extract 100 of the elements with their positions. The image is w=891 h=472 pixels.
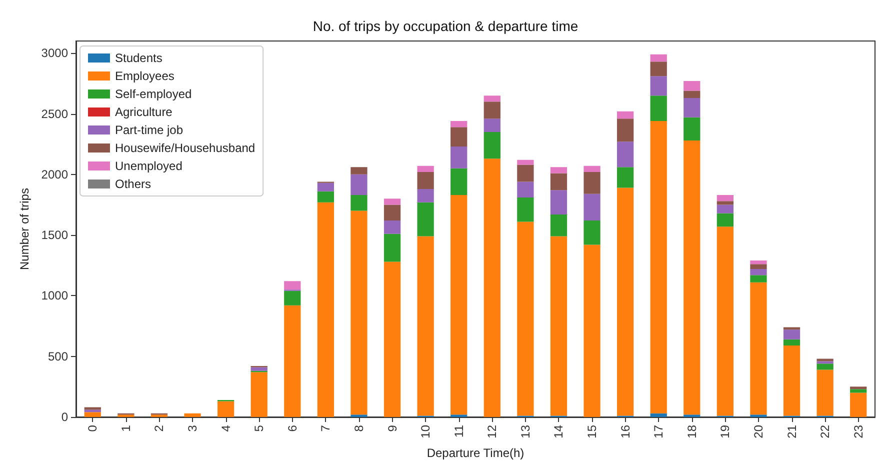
bar: [584, 172, 600, 194]
legend-label: Unemployed: [115, 159, 182, 173]
bar: [616, 111, 634, 119]
bar: [716, 201, 734, 205]
bar: [850, 386, 867, 390]
x-tick-label: 12: [485, 424, 500, 438]
x-tick-label: 6: [285, 424, 300, 432]
x-tick-label: 0: [86, 424, 100, 432]
x-tick-label: 1: [118, 424, 133, 432]
bar: [350, 210, 368, 415]
y-tick-label: 2500: [41, 106, 68, 121]
bar: [450, 195, 468, 415]
bar: [716, 213, 734, 227]
bar: [384, 204, 401, 221]
bar: [417, 188, 434, 202]
bar: [783, 327, 800, 330]
y-tick-label: 2000: [41, 167, 68, 182]
bar: [783, 339, 800, 346]
bar: [716, 226, 734, 416]
bar: [450, 146, 468, 168]
legend-label: Self-employed: [115, 87, 192, 101]
bar: [650, 54, 667, 62]
x-tick-label: 14: [552, 424, 566, 438]
bar: [384, 262, 401, 417]
x-tick-label: 22: [818, 424, 832, 438]
x-tick-label: 2: [152, 424, 166, 432]
bar: [384, 234, 401, 262]
bar: [616, 118, 634, 142]
y-tick-label: 1500: [41, 228, 68, 242]
bar: [317, 191, 334, 202]
bar: [816, 364, 834, 370]
bar: [317, 202, 334, 417]
bar: [550, 190, 568, 214]
x-tick-label: 10: [418, 424, 433, 438]
bar: [750, 275, 767, 282]
bar: [350, 174, 368, 196]
bar: [750, 264, 767, 270]
x-tick-label: 4: [218, 424, 233, 432]
bar: [584, 166, 600, 172]
bar: [517, 164, 534, 182]
bar: [417, 166, 434, 172]
x-tick-label: 9: [385, 424, 400, 432]
legend-label: Students: [115, 51, 162, 65]
x-tick-label: 17: [652, 424, 666, 438]
bar: [584, 220, 600, 245]
bar: [750, 269, 767, 276]
x-tick-label: 13: [518, 424, 532, 438]
bar: [517, 160, 534, 165]
bar: [716, 195, 734, 202]
bar: [616, 167, 634, 188]
legend-label: Housewife/Househusband: [115, 141, 256, 155]
x-tick-label: 5: [252, 424, 266, 432]
bar: [250, 372, 268, 417]
x-tick-label: 20: [751, 424, 766, 438]
bar: [284, 281, 301, 290]
bar: [417, 236, 434, 416]
bar: [816, 361, 834, 364]
bar: [450, 121, 468, 128]
bar: [517, 222, 534, 416]
bar: [84, 412, 101, 417]
x-tick-label: 15: [585, 424, 600, 438]
x-tick-label: 8: [352, 424, 366, 432]
bar: [850, 389, 867, 393]
bar: [384, 198, 401, 205]
bar: [350, 167, 368, 174]
bar: [384, 220, 401, 234]
bar: [484, 96, 500, 102]
x-tick-label: 23: [851, 424, 866, 438]
y-tick-label: 500: [48, 349, 68, 364]
bar: [650, 413, 667, 417]
legend-label: Others: [115, 177, 152, 191]
legend-label: Part-time job: [115, 123, 184, 137]
bar: [484, 158, 500, 417]
bar: [284, 290, 301, 306]
bar: [450, 127, 468, 147]
bar: [684, 90, 700, 98]
bar: [417, 172, 434, 189]
y-tick-label: 1000: [41, 288, 68, 303]
bar: [550, 167, 568, 174]
x-tick-label: 3: [186, 424, 200, 432]
bar: [350, 195, 368, 211]
bar: [450, 168, 468, 196]
legend-label: Employees: [115, 69, 174, 83]
x-tick-label: 18: [684, 424, 699, 438]
bar: [650, 62, 667, 76]
bar: [750, 282, 767, 415]
x-tick-label: 21: [784, 424, 799, 438]
bar: [484, 132, 500, 159]
bar: [650, 96, 667, 122]
bar: [84, 410, 101, 412]
bar: [750, 260, 767, 264]
bar: [850, 392, 867, 417]
bar: [317, 182, 334, 192]
bar: [584, 194, 600, 221]
bar: [550, 236, 568, 416]
bar: [650, 121, 667, 414]
bar: [616, 142, 634, 168]
bar: [584, 244, 600, 417]
legend-label: Agriculture: [115, 105, 173, 119]
bar: [616, 188, 634, 416]
